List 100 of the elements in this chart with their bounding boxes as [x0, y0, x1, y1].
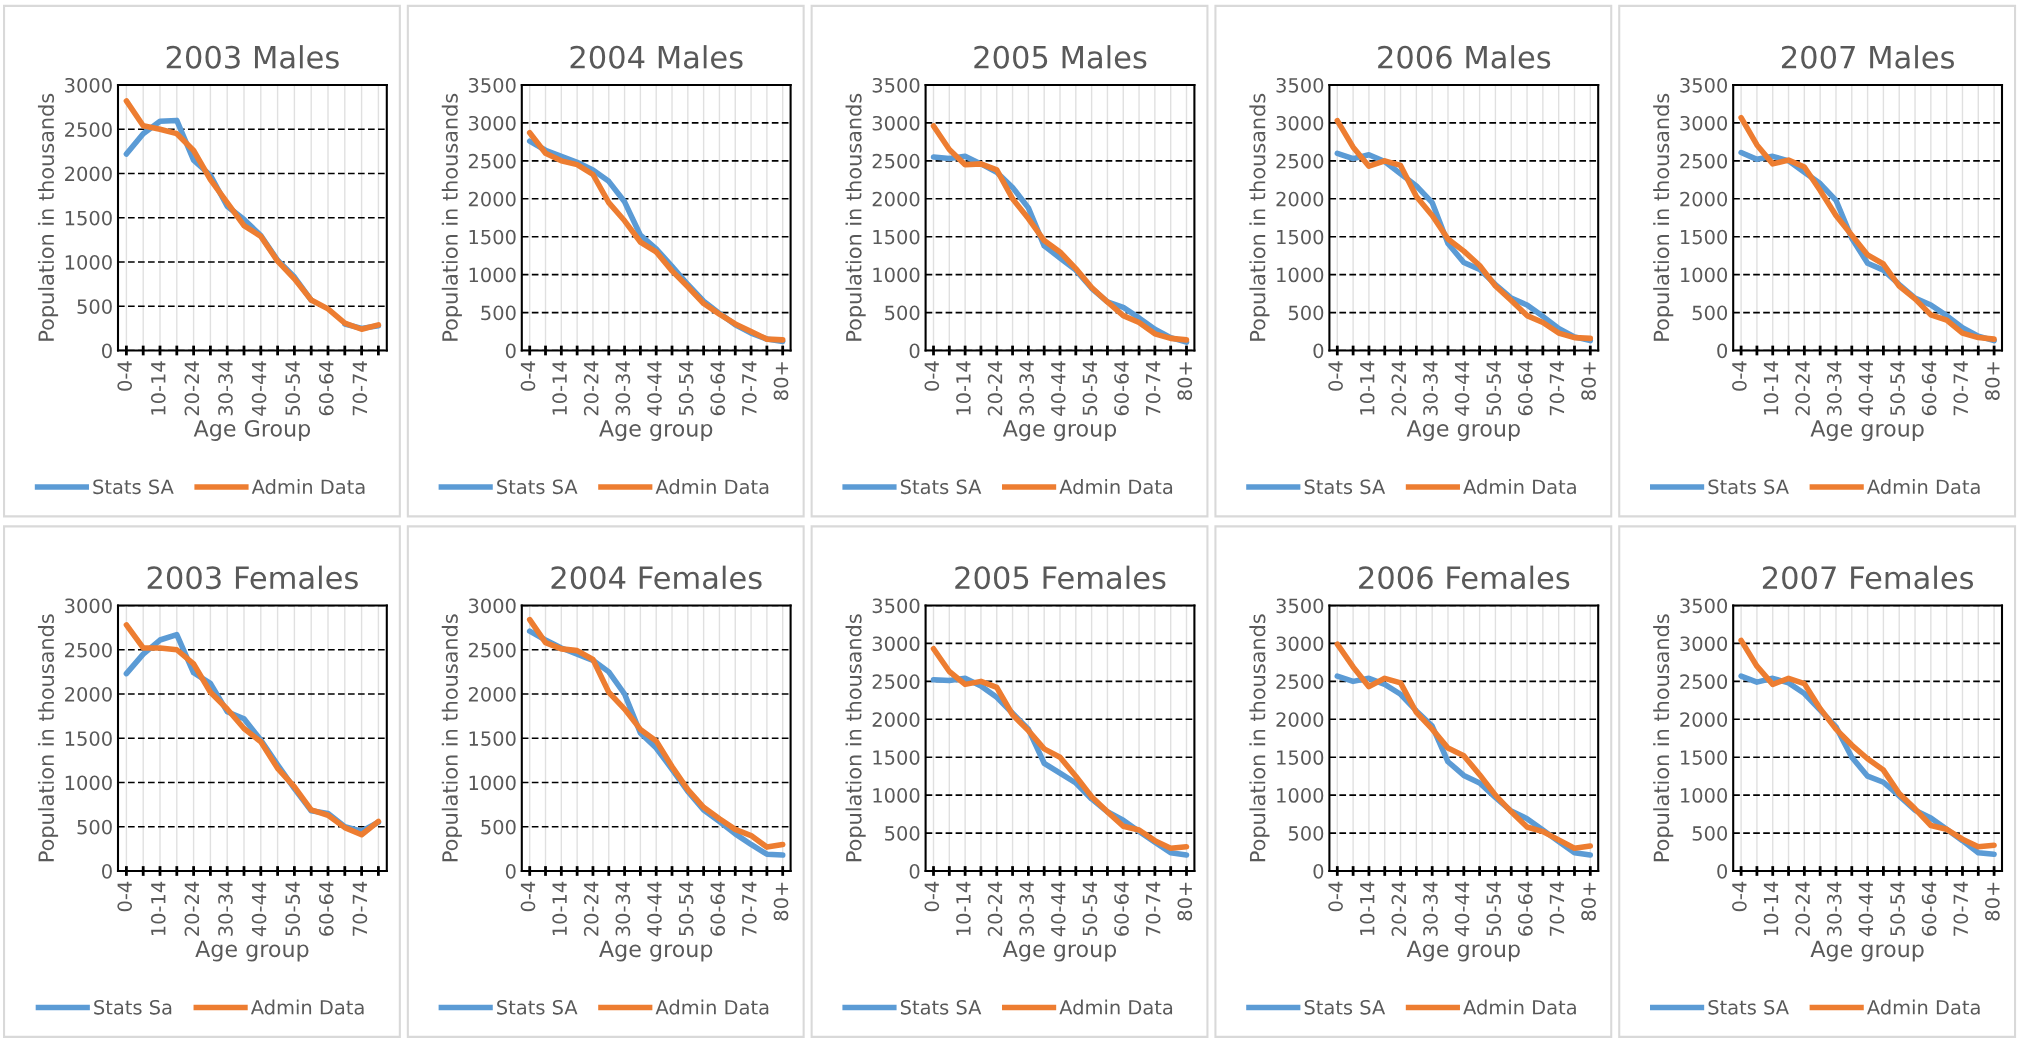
x-tick-label: 80+ [1177, 362, 1193, 400]
legend-label: Stats SA [900, 479, 982, 495]
x-tick-label: 60-64 [710, 361, 726, 416]
y-tick-label: 1500 [1277, 229, 1324, 245]
x-tick-label: 40-44 [1858, 361, 1874, 416]
legend-label: Admin Data [1463, 999, 1576, 1015]
x-axis-title: Age group [195, 940, 309, 962]
x-tick-label: 10-14 [956, 881, 971, 936]
x-tick-label: 80+ [1985, 362, 2000, 400]
y-tick-label: 2000 [1680, 712, 1728, 727]
x-tick-label: 50-54 [678, 881, 694, 936]
y-tick-label: 500 [1288, 305, 1324, 321]
chart-title: 2003 Females [147, 565, 358, 590]
y-tick-label: 3000 [468, 598, 516, 614]
chart-title: 2007 Females [1762, 565, 1974, 590]
x-axis-title: Age group [1406, 420, 1520, 442]
y-tick-label: 3500 [1276, 77, 1324, 93]
x-tick-label: 80+ [1581, 882, 1596, 921]
legend-label: Stats SA [1304, 999, 1386, 1015]
x-tick-label: 40-44 [647, 361, 662, 416]
x-tick-label: 20-24 [184, 881, 200, 936]
x-tick-label: 80+ [1985, 882, 2000, 921]
x-tick-label: 40-44 [1454, 881, 1470, 937]
legend-label: Stats SA [1304, 479, 1386, 495]
x-tick-label: 0-4 [520, 881, 536, 912]
x-tick-label: 30-34 [615, 361, 631, 416]
y-tick-label: 0 [505, 343, 516, 359]
x-tick-label: 30-34 [1826, 361, 1842, 416]
y-tick-label: 0 [1717, 343, 1728, 359]
legend-label: Stats SA [497, 999, 578, 1015]
x-tick-label: 60-64 [1114, 361, 1129, 416]
y-tick-label: 2500 [1276, 674, 1324, 690]
y-tick-label: 3500 [872, 598, 920, 614]
y-tick-label: 1000 [873, 267, 920, 283]
x-tick-label: 0-4 [1328, 361, 1343, 391]
x-tick-label: 70-74 [352, 881, 368, 936]
x-tick-label: 50-54 [1082, 881, 1098, 936]
x-tick-label: 10-14 [956, 361, 971, 415]
x-tick-label: 60-64 [318, 361, 334, 416]
chart-title: 2005 Females [955, 565, 1166, 590]
legend-label: Stats SA [1708, 479, 1789, 495]
y-tick-label: 3000 [65, 77, 112, 93]
x-tick-label: 30-34 [218, 361, 233, 416]
y-axis-title: Population in thousands [1653, 614, 1674, 862]
x-tick-label: 50-54 [1486, 361, 1502, 416]
x-tick-label: 10-14 [1763, 361, 1779, 415]
y-tick-label: 1000 [873, 788, 920, 803]
x-tick-label: 50-54 [285, 881, 301, 936]
x-tick-label: 30-34 [1019, 881, 1035, 936]
x-tick-label: 70-74 [742, 361, 757, 416]
y-tick-label: 1500 [65, 210, 112, 226]
y-tick-label: 2000 [65, 166, 112, 182]
x-tick-label: 70-74 [1953, 361, 1969, 416]
y-tick-label: 3000 [872, 636, 920, 652]
x-tick-label: 60-64 [1114, 881, 1129, 936]
y-tick-label: 500 [1692, 305, 1728, 321]
x-axis-title: Age group [1810, 940, 1924, 962]
x-tick-label: 40-44 [251, 361, 267, 416]
x-tick-label: 60-64 [1517, 881, 1533, 936]
y-tick-label: 1500 [1277, 750, 1324, 765]
chart-title: 2004 Males [570, 45, 743, 69]
x-tick-label: 0-4 [1328, 881, 1343, 912]
y-tick-label: 1000 [1277, 267, 1324, 283]
y-tick-label: 2000 [1680, 191, 1728, 207]
x-tick-label: 10-14 [1359, 881, 1375, 936]
y-tick-label: 3000 [1680, 636, 1728, 652]
legend-label: Admin Data [250, 999, 364, 1015]
y-tick-label: 1500 [1680, 229, 1728, 245]
y-tick-label: 0 [1313, 343, 1324, 359]
y-tick-label: 1000 [469, 775, 516, 791]
x-tick-label: 0-4 [117, 881, 133, 912]
y-axis-title: Population in thousands [845, 614, 866, 862]
x-tick-label: 50-54 [285, 361, 301, 416]
y-tick-label: 0 [909, 863, 920, 879]
x-tick-label: 70-74 [1953, 881, 1969, 936]
x-tick-label: 0-4 [1732, 881, 1747, 912]
y-tick-label: 0 [505, 863, 516, 879]
y-tick-label: 2000 [872, 712, 920, 727]
x-tick-label: 50-54 [1890, 361, 1905, 416]
x-tick-label: 30-34 [1423, 881, 1438, 936]
y-tick-label: 3000 [65, 598, 112, 614]
y-tick-label: 3500 [1680, 598, 1728, 614]
y-tick-label: 2500 [872, 674, 920, 690]
x-tick-label: 60-64 [1517, 361, 1533, 416]
x-tick-label: 80+ [1581, 362, 1596, 400]
y-tick-label: 2500 [468, 153, 516, 169]
x-tick-label: 30-34 [218, 881, 233, 936]
x-tick-label: 80+ [773, 362, 789, 400]
x-axis-title: Age group [1002, 420, 1117, 442]
x-tick-label: 60-64 [1921, 361, 1937, 416]
x-tick-label: 10-14 [552, 361, 567, 415]
chart-title: 2004 Females [551, 565, 762, 590]
y-tick-label: 2000 [65, 686, 112, 702]
legend-label: Stats SA [1708, 999, 1789, 1015]
x-tick-label: 40-44 [1050, 881, 1066, 937]
y-tick-label: 3000 [1276, 636, 1324, 652]
y-tick-label: 500 [1692, 826, 1728, 841]
y-tick-label: 1500 [469, 229, 516, 245]
y-tick-label: 500 [1288, 826, 1324, 841]
x-tick-label: 30-34 [1423, 361, 1438, 416]
